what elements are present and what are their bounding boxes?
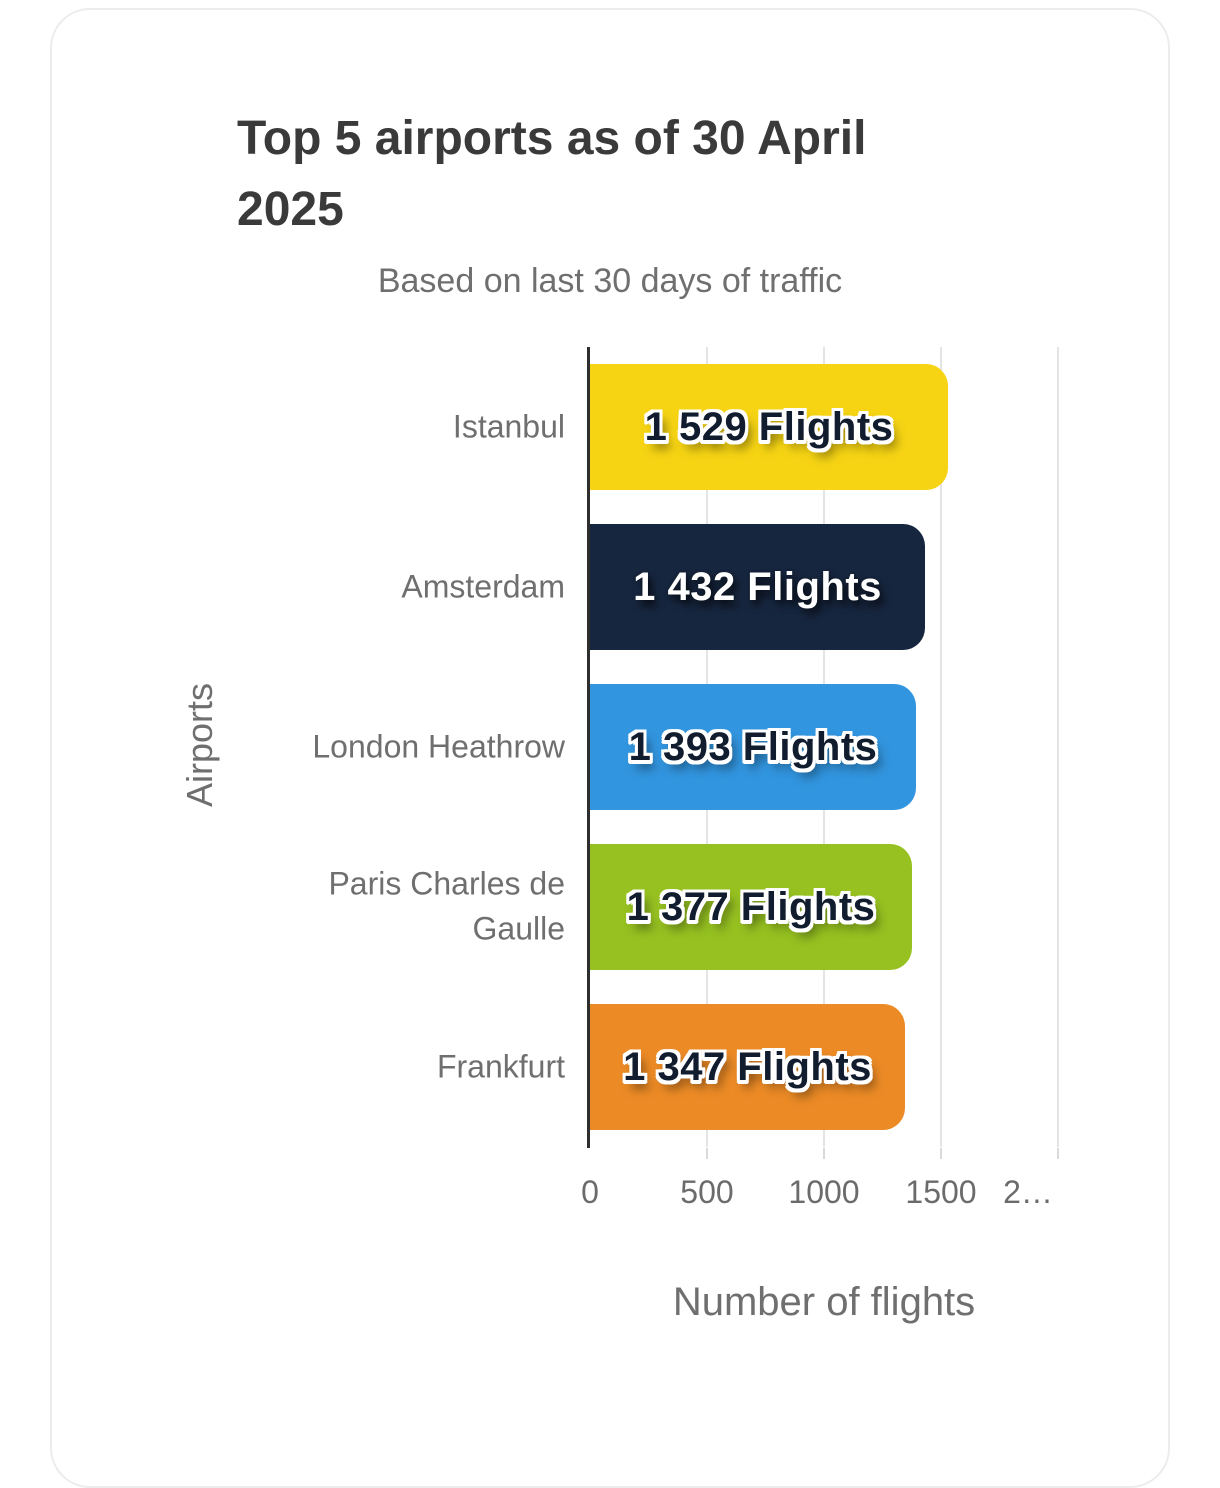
category-label-frankfurt: Frankfurt <box>436 1048 565 1085</box>
x-tick-label-0: 0 <box>581 1174 599 1210</box>
x-tick-mark-1000 <box>823 1148 825 1159</box>
bar-paris-charles-de-gaulle[interactable]: 1 377 Flights <box>590 844 912 970</box>
y-axis-line <box>587 347 590 1148</box>
chart-title: Top 5 airports as of 30 April 2025 <box>237 104 1037 245</box>
bar-istanbul[interactable]: 1 529 Flights <box>590 364 948 490</box>
x-tick-mark-1500 <box>940 1148 942 1159</box>
category-label-paris-charles-de-gaulle: Paris Charles de Gaulle <box>328 865 565 947</box>
x-tick-label-1500: 1500 <box>905 1174 977 1210</box>
bar-value-label: 1 432 Flights <box>633 564 882 609</box>
bar-frankfurt[interactable]: 1 347 Flights <box>590 1004 905 1130</box>
bar-value-label: 1 377 Flights <box>626 884 876 929</box>
category-label-london-heathrow: London Heathrow <box>312 728 565 765</box>
chart-title-line2: 2025 <box>237 182 344 236</box>
bar-amsterdam[interactable]: 1 432 Flights <box>590 524 925 650</box>
x-tick-label-2: 2… <box>1003 1174 1053 1210</box>
category-label-istanbul: Istanbul <box>452 408 565 445</box>
x-tick-mark-2000 <box>1057 1148 1059 1159</box>
chart-subtitle: Based on last 30 days of traffic <box>377 262 843 300</box>
bar-value-label: 1 347 Flights <box>623 1044 872 1089</box>
x-tick-label-1000: 1000 <box>788 1174 860 1210</box>
gridline-1500 <box>940 347 942 1147</box>
category-label-amsterdam: Amsterdam <box>401 568 565 605</box>
x-tick-label-500: 500 <box>680 1174 734 1210</box>
bar-london-heathrow[interactable]: 1 393 Flights <box>590 684 916 810</box>
chart-title-line1: Top 5 airports as of 30 April <box>237 112 867 165</box>
y-axis-title: Airports <box>179 682 220 808</box>
x-axis-title: Number of flights <box>672 1280 976 1324</box>
gridline-2000 <box>1057 347 1059 1147</box>
bar-value-label: 1 393 Flights <box>628 724 878 769</box>
x-tick-mark-500 <box>706 1148 708 1159</box>
bar-value-label: 1 529 Flights <box>644 404 894 449</box>
chart-page: Top 5 airports as of 30 April 2025 Based… <box>50 8 1170 1488</box>
